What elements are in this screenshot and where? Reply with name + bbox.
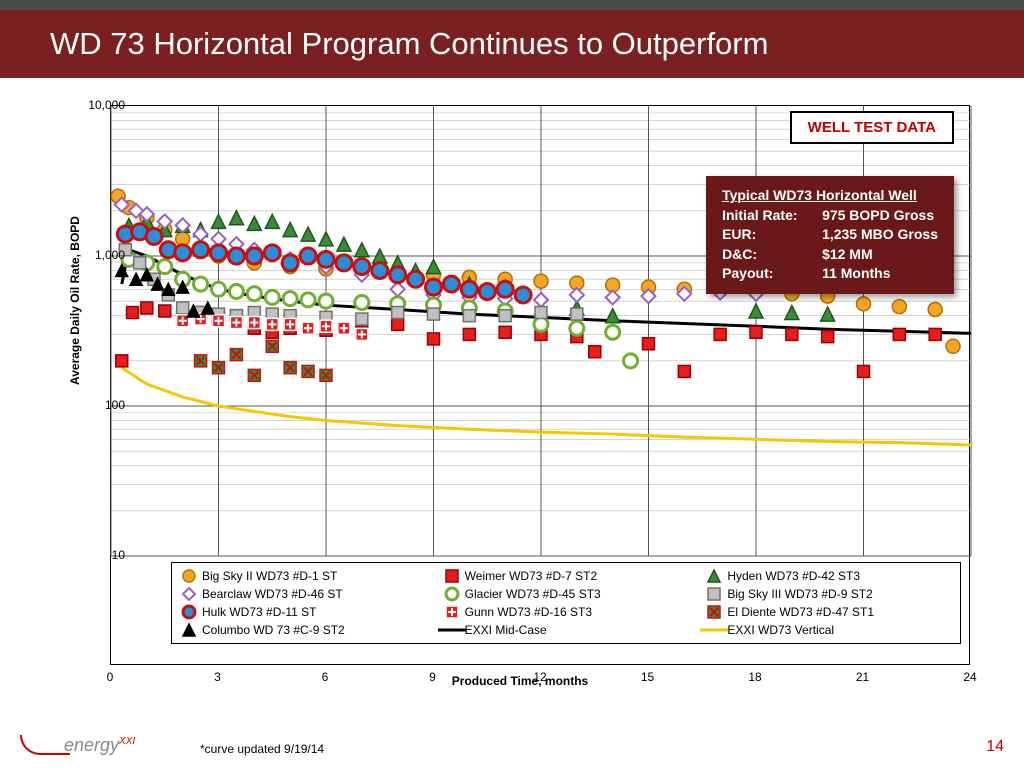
- legend-item: Hulk WD73 #D-11 ST: [182, 605, 425, 619]
- y-axis-label: Average Daily Oil Rate, BOPD: [68, 216, 82, 385]
- legend-item: Weimer WD73 #D-7 ST2: [445, 569, 688, 583]
- legend-item: Gunn WD73 #D-16 ST3: [445, 605, 688, 619]
- legend-item: EXXI WD73 Vertical: [707, 623, 950, 637]
- legend-item: Columbo WD 73 #C-9 ST2: [182, 623, 425, 637]
- legend-item: Big Sky III WD73 #D-9 ST2: [707, 587, 950, 601]
- legend-item: Hyden WD73 #D-42 ST3: [707, 569, 950, 583]
- chart-area: Average Daily Oil Rate, BOPD WELL TEST D…: [50, 95, 990, 715]
- legend-item: Big Sky II WD73 #D-1 ST: [182, 569, 425, 583]
- well-test-badge: WELL TEST DATA: [790, 111, 954, 144]
- legend-item: El Diente WD73 #D-47 ST1: [707, 605, 950, 619]
- page-number: 14: [986, 738, 1004, 756]
- info-box-title: Typical WD73 Horizontal Well: [722, 186, 938, 206]
- legend-item: Bearclaw WD73 #D-46 ST: [182, 587, 425, 601]
- footer-note: *curve updated 9/19/14: [200, 742, 324, 756]
- info-box: Typical WD73 Horizontal Well Initial Rat…: [706, 176, 954, 294]
- footer-logo: energyXXI: [20, 731, 135, 756]
- slide-title: WD 73 Horizontal Program Continues to Ou…: [50, 26, 768, 62]
- title-bar: WD 73 Horizontal Program Continues to Ou…: [0, 0, 1024, 78]
- x-axis-label: Produced Time, months: [50, 674, 990, 688]
- plot-box: WELL TEST DATA Typical WD73 Horizontal W…: [110, 105, 970, 665]
- legend-item: Glacier WD73 #D-45 ST3: [445, 587, 688, 601]
- legend-item: EXXI Mid-Case: [445, 623, 688, 637]
- legend-box: Big Sky II WD73 #D-1 ST Weimer WD73 #D-7 …: [171, 562, 961, 644]
